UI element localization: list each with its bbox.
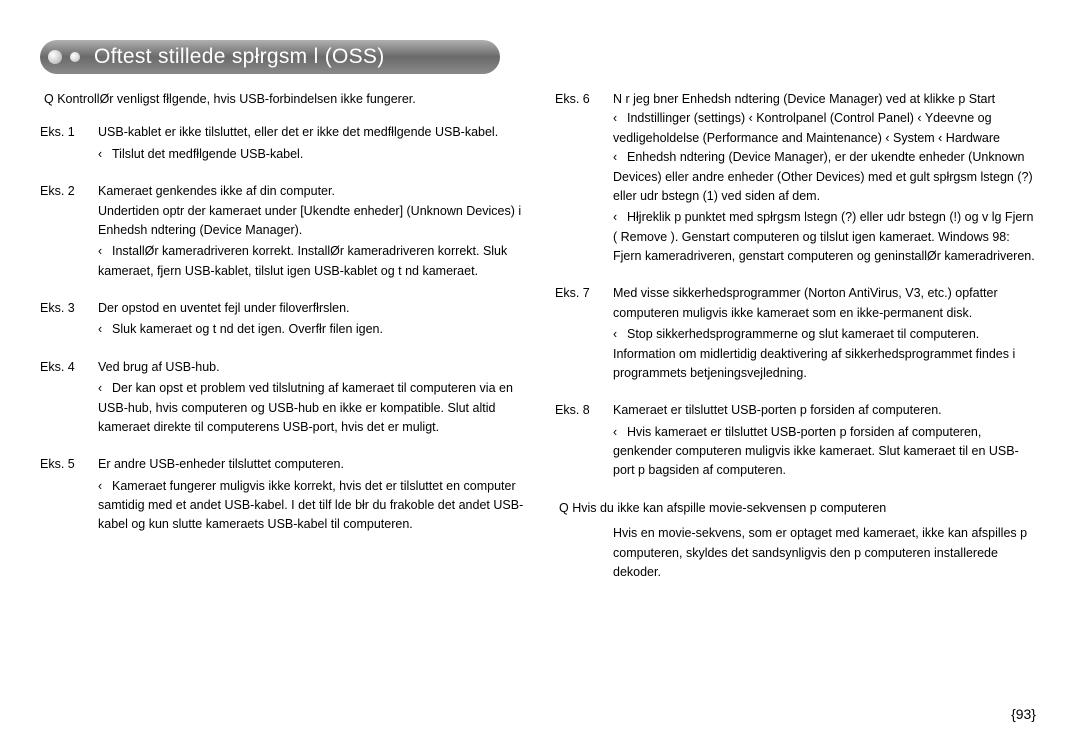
entry-label: Eks. 7 — [555, 284, 613, 383]
entry-eks-1: Eks. 1 USB-kablet er ikke tilsluttet, el… — [40, 123, 525, 164]
entry-line: N r jeg bner Enhedsh ndtering (Device Ma… — [613, 90, 1040, 109]
entry-label — [555, 524, 613, 582]
entry-sub-text: Stop sikkerhedsprogrammerne og slut kame… — [613, 327, 1015, 380]
entry-eks-4: Eks. 4 Ved brug af USB-hub. ‹Der kan ops… — [40, 358, 525, 438]
entry-label: Eks. 3 — [40, 299, 98, 340]
entry-body: Kameraet genkendes ikke af din computer.… — [98, 182, 525, 281]
right-column: Eks. 6 N r jeg bner Enhedsh ndtering (De… — [555, 90, 1040, 600]
entry-sub: ‹Der kan opst et problem ved tilslutning… — [98, 379, 525, 437]
arrow-icon: ‹ — [613, 148, 627, 167]
second-question-body-row: Hvis en movie-sekvens, som er optaget me… — [555, 524, 1040, 582]
entry-sub-text: InstallØr kameradriveren korrekt. Instal… — [98, 244, 507, 277]
intro-question: Q KontrollØr venligst fłlgende, hvis USB… — [40, 90, 525, 109]
entry-sub-text: Der kan opst et problem ved tilslutning … — [98, 381, 513, 434]
entry-body: Der opstod en uventet fejl under filover… — [98, 299, 525, 340]
entry-line: Med visse sikkerhedsprogrammer (Norton A… — [613, 284, 1040, 323]
entry-line: USB-kablet er ikke tilsluttet, eller det… — [98, 123, 525, 142]
entry-body: Med visse sikkerhedsprogrammer (Norton A… — [613, 284, 1040, 383]
entry-label: Eks. 6 — [555, 90, 613, 266]
entry-body: Ved brug af USB-hub. ‹Der kan opst et pr… — [98, 358, 525, 438]
entry-eks-6: Eks. 6 N r jeg bner Enhedsh ndtering (De… — [555, 90, 1040, 266]
arrow-icon: ‹ — [98, 242, 112, 261]
second-question: Q Hvis du ikke kan afspille movie-sekven… — [555, 499, 1040, 518]
entry-label: Eks. 1 — [40, 123, 98, 164]
entry-body: Er andre USB-enheder tilsluttet computer… — [98, 455, 525, 535]
arrow-icon: ‹ — [98, 320, 112, 339]
entry-body: N r jeg bner Enhedsh ndtering (Device Ma… — [613, 90, 1040, 266]
arrow-icon: ‹ — [98, 477, 112, 496]
entry-line: Er andre USB-enheder tilsluttet computer… — [98, 455, 525, 474]
entry-line-text: Enhedsh ndtering (Device Manager), er de… — [613, 150, 1033, 203]
pill-dot-small — [70, 52, 80, 62]
entry-sub: ‹InstallØr kameradriveren korrekt. Insta… — [98, 242, 525, 281]
entry-line: Kameraet er tilsluttet USB-porten p fors… — [613, 401, 1040, 420]
entry-body: USB-kablet er ikke tilsluttet, eller det… — [98, 123, 525, 164]
entry-line: Undertiden optr der kameraet under [Uken… — [98, 202, 525, 241]
entry-line: Ved brug af USB-hub. — [98, 358, 525, 377]
entry-sub: ‹Stop sikkerhedsprogrammerne og slut kam… — [613, 325, 1040, 383]
content-columns: Q KontrollØr venligst fłlgende, hvis USB… — [40, 90, 1040, 600]
page-number: {93} — [1011, 706, 1036, 722]
entry-sub: ‹Tilslut det medfłlgende USB-kabel. — [98, 145, 525, 164]
entry-eks-5: Eks. 5 Er andre USB-enheder tilsluttet c… — [40, 455, 525, 535]
entry-sub-text: Hvis kameraet er tilsluttet USB-porten p… — [613, 425, 1019, 478]
entry-label: Eks. 2 — [40, 182, 98, 281]
entry-line: Der opstod en uventet fejl under filover… — [98, 299, 525, 318]
entry-label: Eks. 5 — [40, 455, 98, 535]
entry-body: Kameraet er tilsluttet USB-porten p fors… — [613, 401, 1040, 481]
entry-sub-text: Sluk kameraet og t nd det igen. Overfłr … — [112, 322, 383, 336]
entry-eks-3: Eks. 3 Der opstod en uventet fejl under … — [40, 299, 525, 340]
page-title-pill: Oftest stillede spłrgsm l (OSS) — [40, 40, 500, 74]
entry-line-text: Indstillinger (settings) ‹ Kontrolpanel … — [613, 111, 1000, 144]
entry-sub: ‹Hvis kameraet er tilsluttet USB-porten … — [613, 423, 1040, 481]
entry-sub: ‹Sluk kameraet og t nd det igen. Overfłr… — [98, 320, 525, 339]
entry-line: ‹Enhedsh ndtering (Device Manager), er d… — [613, 148, 1040, 206]
document-page: Oftest stillede spłrgsm l (OSS) Q Kontro… — [0, 0, 1080, 746]
arrow-icon: ‹ — [98, 379, 112, 398]
entry-line: ‹Indstillinger (settings) ‹ Kontrolpanel… — [613, 109, 1040, 148]
entry-sub-text: Kameraet fungerer muligvis ikke korrekt,… — [98, 479, 523, 532]
left-column: Q KontrollØr venligst fłlgende, hvis USB… — [40, 90, 525, 600]
pill-dot-large — [48, 50, 62, 64]
entry-sub-text: Hłjreklik p punktet med spłrgsm lstegn (… — [613, 210, 1035, 263]
entry-sub: ‹Hłjreklik p punktet med spłrgsm lstegn … — [613, 208, 1040, 266]
entry-label: Eks. 4 — [40, 358, 98, 438]
entry-sub: ‹Kameraet fungerer muligvis ikke korrekt… — [98, 477, 525, 535]
arrow-icon: ‹ — [98, 145, 112, 164]
arrow-icon: ‹ — [613, 208, 627, 227]
second-question-body: Hvis en movie-sekvens, som er optaget me… — [613, 524, 1040, 582]
arrow-icon: ‹ — [613, 109, 627, 128]
entry-eks-2: Eks. 2 Kameraet genkendes ikke af din co… — [40, 182, 525, 281]
arrow-icon: ‹ — [613, 423, 627, 442]
entry-eks-8: Eks. 8 Kameraet er tilsluttet USB-porten… — [555, 401, 1040, 481]
entry-line: Kameraet genkendes ikke af din computer. — [98, 182, 525, 201]
page-title: Oftest stillede spłrgsm l (OSS) — [94, 45, 385, 69]
entry-sub-text: Tilslut det medfłlgende USB-kabel. — [112, 147, 303, 161]
entry-label: Eks. 8 — [555, 401, 613, 481]
arrow-icon: ‹ — [613, 325, 627, 344]
entry-eks-7: Eks. 7 Med visse sikkerhedsprogrammer (N… — [555, 284, 1040, 383]
